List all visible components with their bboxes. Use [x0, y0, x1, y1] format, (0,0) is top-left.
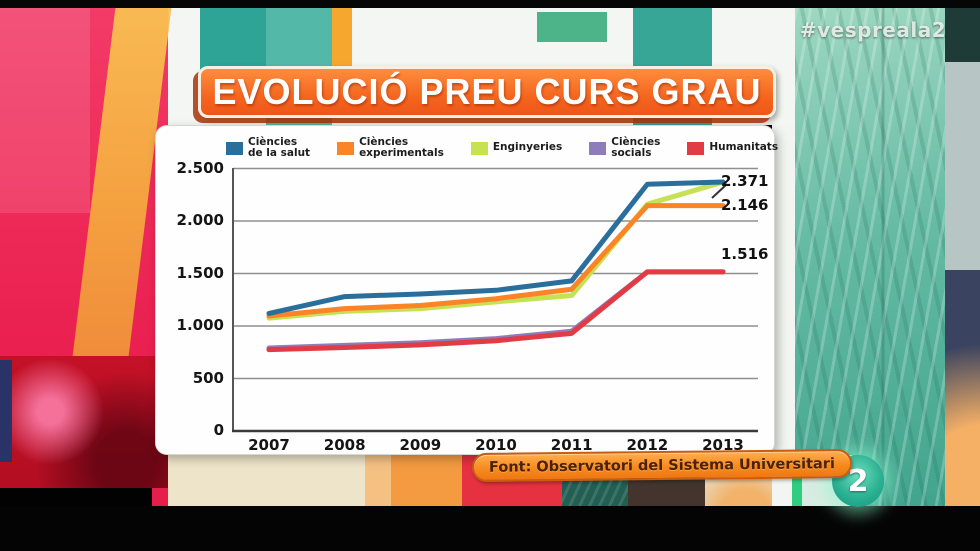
y-axis-tick-label: 2.000	[176, 211, 224, 229]
y-axis-tick-label: 1.000	[176, 316, 224, 334]
series-line-humanitats	[266, 269, 726, 353]
bottom-black-bar	[0, 506, 980, 551]
x-axis-tick-label: 2007	[248, 436, 290, 454]
x-axis-tick-label: 2009	[399, 436, 442, 454]
bg-navy-strip	[0, 360, 12, 462]
hashtag-overlay: #vespreala2	[799, 18, 947, 42]
chart-card: Ciències de la salut Ciències experimentals…	[155, 125, 778, 455]
legend-swatch	[589, 141, 607, 155]
legend-item: Ciències de la salut	[226, 135, 311, 160]
bg-peach-block	[365, 455, 462, 506]
bg-dark-red-block	[0, 356, 168, 488]
title-banner: EVOLUCIÓ PREU CURS GRAU	[198, 66, 776, 118]
y-axis-tick-label: 2.500	[176, 158, 224, 177]
top-black-bar	[0, 0, 980, 8]
x-axis-tick-label: 2010	[475, 436, 517, 454]
legend-item: Ciències experimentals	[337, 135, 444, 160]
end-label-leader-line	[711, 183, 728, 199]
legend-label: Enginyeries	[492, 141, 563, 154]
legend-swatch	[337, 141, 355, 155]
legend-label: Ciències socials	[611, 135, 661, 159]
page-title: EVOLUCIÓ PREU CURS GRAU	[212, 71, 762, 112]
bg-beige-block	[168, 455, 365, 506]
source-banner: Font: Observatori del Sistema Universita…	[471, 449, 853, 482]
legend-label: Humanitats	[709, 141, 779, 154]
x-axis-tick-label: 2012	[626, 436, 669, 454]
y-axis-tick-label: 500	[192, 368, 224, 387]
bg-edge-slate-glow	[945, 270, 980, 506]
legend-label: Ciències de la salut	[248, 135, 311, 159]
bg-green-block	[537, 12, 607, 42]
series-end-value-label: 1.516	[721, 244, 769, 263]
bg-edge-dark	[945, 8, 980, 62]
legend-item: Ciències socials	[589, 135, 661, 160]
series-line-ci-ncies-experimentals	[266, 203, 726, 319]
chart-legend: Ciències de la salut Ciències experimentals…	[226, 134, 778, 162]
bg-pink-highlight	[0, 8, 90, 213]
legend-item: Enginyeries	[470, 141, 563, 155]
line-chart	[232, 167, 758, 433]
series-end-value-label: 2.146	[721, 195, 769, 214]
legend-swatch	[470, 141, 488, 155]
legend-swatch	[687, 141, 705, 155]
bg-green-sliver	[792, 455, 802, 506]
legend-item: Humanitats	[687, 141, 779, 155]
legend-swatch	[226, 141, 243, 155]
channel-logo-digit: 2	[847, 463, 869, 499]
bg-white-gap	[772, 125, 798, 506]
bg-water-texture	[795, 8, 945, 506]
bg-black-patch	[0, 488, 152, 508]
y-axis-tick-label: 0	[213, 421, 224, 439]
series-line-ci-ncies-de-la-salut	[266, 179, 726, 316]
series-end-value-label: 2.371	[721, 172, 769, 191]
bg-edge-gray	[945, 62, 980, 270]
x-axis-tick-label: 2011	[550, 436, 593, 454]
x-axis-tick-label: 2008	[323, 436, 366, 454]
source-text: Font: Observatori del Sistema Universita…	[488, 455, 836, 476]
legend-label: Ciències experimentals	[359, 135, 444, 159]
y-axis-tick-label: 1.500	[176, 263, 224, 282]
